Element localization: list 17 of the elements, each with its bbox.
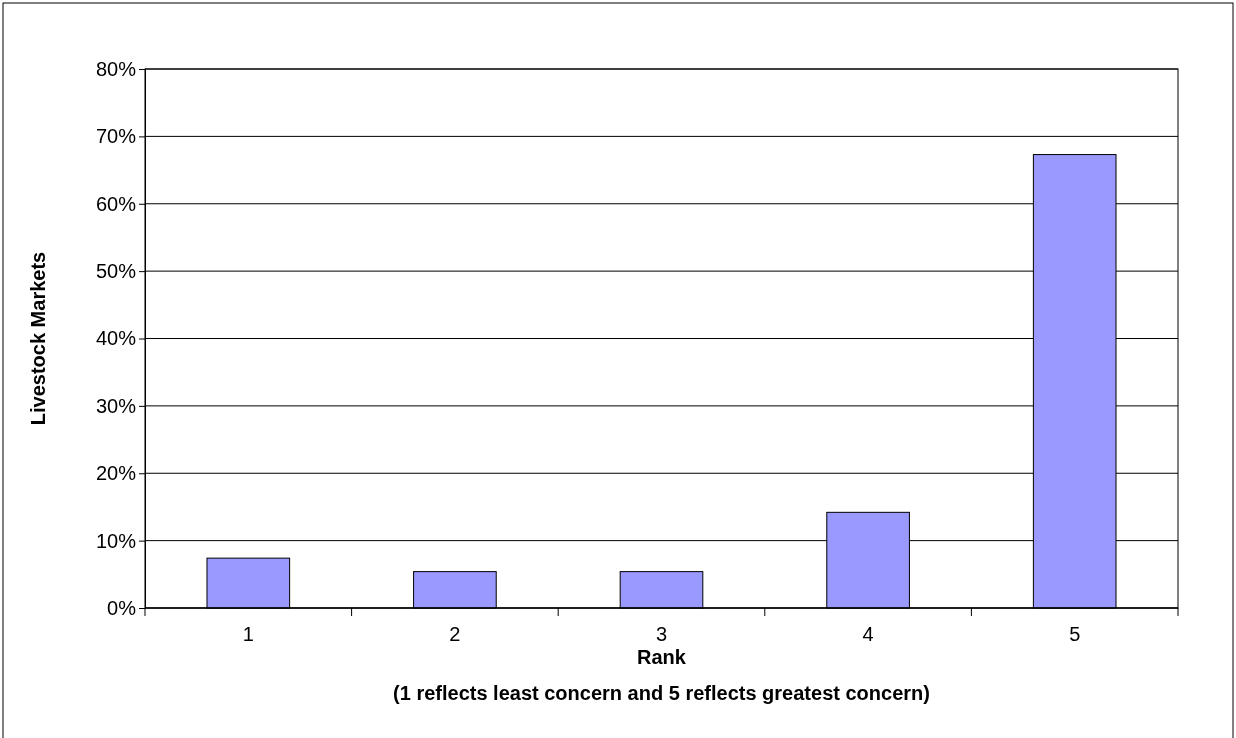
x-tick-label: 1 [242, 623, 254, 645]
x-tick-label: 2 [449, 623, 461, 645]
y-tick-label: 70% [95, 125, 137, 148]
y-tick-label: 0% [107, 596, 137, 619]
y-axis-title: Livestock Markets [27, 251, 49, 426]
y-tick-label: 10% [95, 529, 137, 552]
y-tick-label: 30% [95, 394, 137, 417]
x-tick-label: 5 [1069, 623, 1081, 645]
y-tick-label: 50% [95, 260, 137, 283]
x-tick-label: 4 [862, 623, 874, 645]
y-tick-label: 60% [95, 192, 137, 215]
y-tick-label: 80% [95, 57, 137, 80]
y-tick-label: 40% [95, 327, 137, 350]
x-tick-label: 3 [655, 623, 668, 645]
y-tick-label: 20% [95, 462, 137, 485]
text: (1 reflects least concern and 5 reflects greatest concern) [393, 682, 930, 704]
x-axis-title: Rank [637, 646, 687, 668]
